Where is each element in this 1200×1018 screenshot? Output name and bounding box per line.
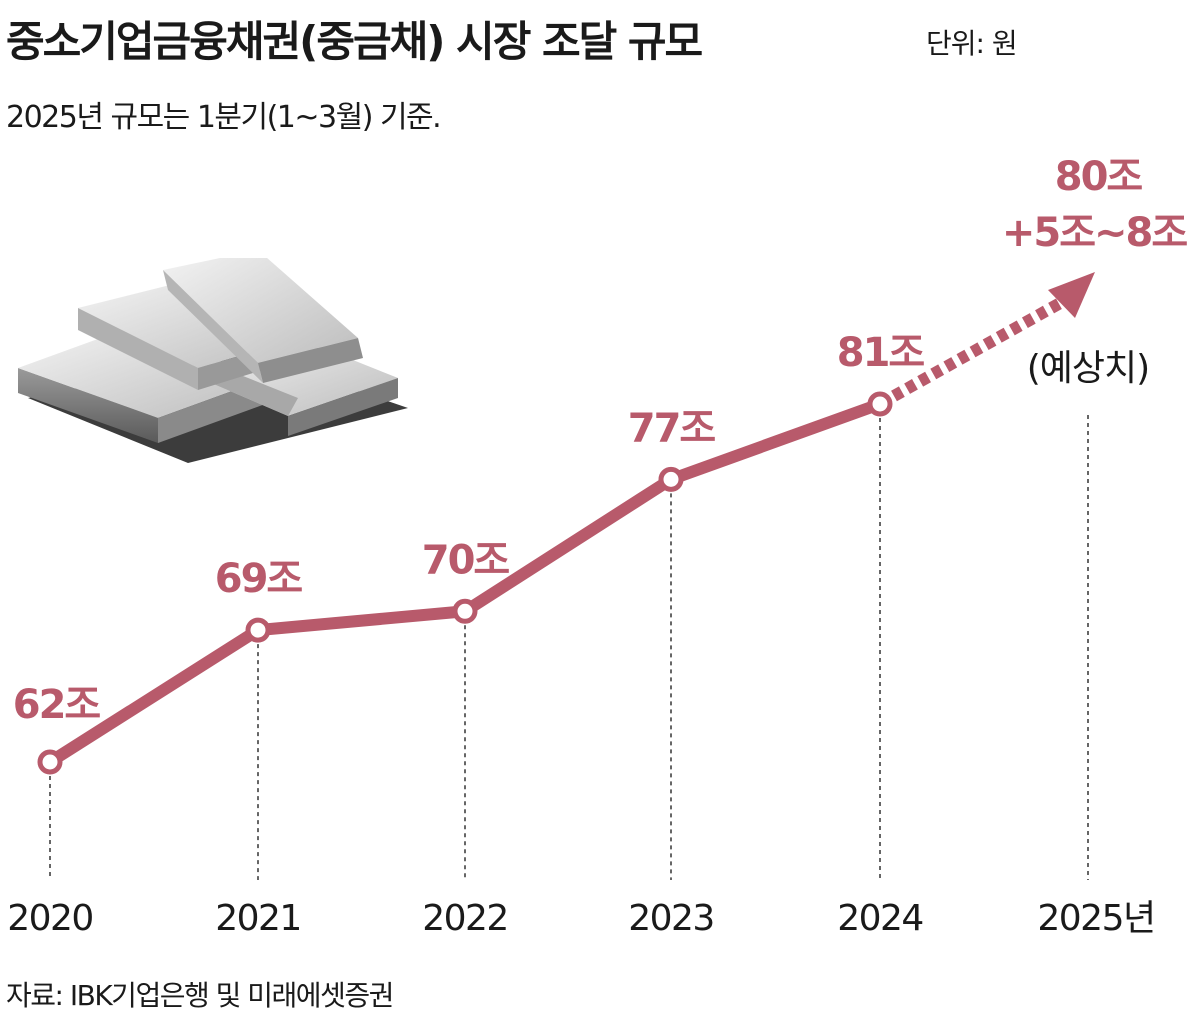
data-label-2021: 69조: [215, 556, 303, 602]
forecast-line: [891, 296, 1065, 402]
forecast-arrowhead: [1048, 272, 1095, 318]
forecast-range-label: +5조~8조: [1002, 210, 1187, 256]
data-point-2021: [245, 617, 271, 643]
banknote-stack-icon: [18, 258, 408, 463]
page-title: 중소기업금융채권(중금채) 시장 조달 규모: [6, 17, 703, 66]
unit-label: 단위: 원: [926, 27, 1018, 60]
subtitle: 2025년 규모는 1분기(1~3월) 기준.: [6, 100, 442, 135]
data-point-2023: [658, 466, 684, 492]
x-tick-2023: 2023: [628, 898, 714, 939]
x-tick-2025년: 2025년: [1037, 898, 1154, 939]
x-tick-2020: 2020: [7, 898, 93, 939]
data-label-2022: 70조: [422, 537, 510, 583]
forecast-value-label: 80조: [1055, 154, 1143, 200]
source-note: 자료: IBK기업은행 및 미래에셋증권: [6, 979, 394, 1012]
x-tick-2024: 2024: [837, 898, 923, 939]
data-label-2023: 77조: [628, 405, 716, 451]
data-point-2024: [867, 391, 893, 417]
data-label-2020: 62조: [13, 682, 101, 728]
x-tick-2021: 2021: [215, 898, 301, 939]
forecast-note: (예상치): [1027, 348, 1149, 389]
data-point-2022: [452, 598, 478, 624]
x-tick-2022: 2022: [422, 898, 508, 939]
data-label-2024: 81조: [837, 330, 925, 376]
data-point-2020: [37, 749, 63, 775]
